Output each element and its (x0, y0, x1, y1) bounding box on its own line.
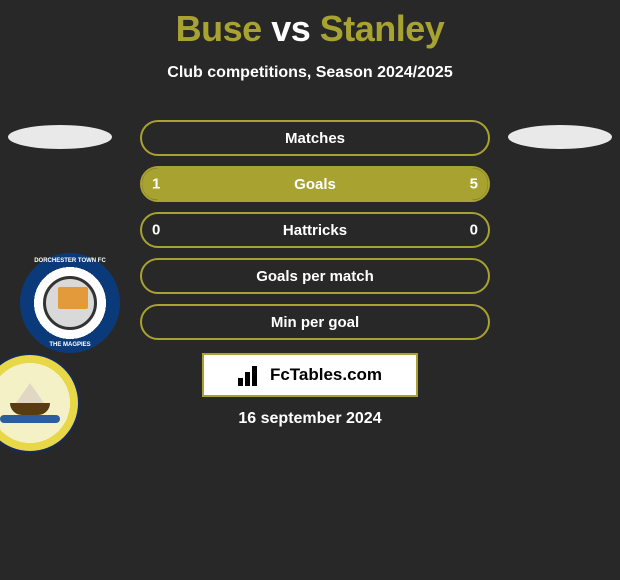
stat-bar-min-per-goal: Min per goal (140, 304, 490, 340)
stat-label: Goals (294, 176, 336, 193)
stat-label: Hattricks (283, 222, 347, 239)
fill-left (142, 168, 201, 200)
club-badge-right (0, 353, 80, 453)
stat-bar-goals: 1 Goals 5 (140, 166, 490, 202)
badge-inner-shield-icon (43, 276, 97, 330)
stat-bar-hattricks: 0 Hattricks 0 (140, 212, 490, 248)
stat-label: Matches (285, 130, 345, 147)
vs-text: vs (271, 8, 310, 49)
stat-value-left: 0 (152, 222, 160, 239)
page-title: Buse vs Stanley (0, 0, 620, 50)
club-badge-left: DORCHESTER TOWN FC THE MAGPIES (20, 253, 120, 353)
stat-value-right: 5 (470, 176, 478, 193)
fill-right (201, 168, 488, 200)
shadow-ellipse-right (508, 125, 612, 149)
stat-label: Min per goal (271, 314, 359, 331)
shadow-ellipse-left (8, 125, 112, 149)
stat-value-left: 1 (152, 176, 160, 193)
bar-chart-icon (238, 364, 264, 386)
stat-label: Goals per match (256, 268, 374, 285)
stat-bar-matches: Matches (140, 120, 490, 156)
player-a-name: Buse (176, 8, 262, 49)
stat-value-right: 0 (470, 222, 478, 239)
badge-text-top: DORCHESTER TOWN FC (34, 258, 106, 264)
footer-brand[interactable]: FcTables.com (202, 353, 418, 397)
stat-bar-goals-per-match: Goals per match (140, 258, 490, 294)
badge-text-bottom: THE MAGPIES (49, 342, 90, 348)
subtitle: Club competitions, Season 2024/2025 (0, 64, 620, 82)
brand-text: FcTables.com (270, 365, 382, 385)
footer-date: 16 september 2024 (0, 410, 620, 428)
stats-container: Matches 1 Goals 5 0 Hattricks 0 Goals pe… (140, 120, 490, 350)
player-b-name: Stanley (320, 8, 445, 49)
